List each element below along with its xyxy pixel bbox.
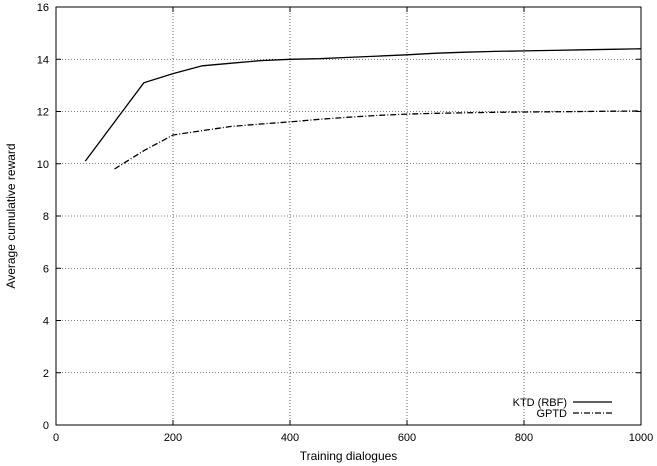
grid xyxy=(56,7,641,425)
legend-label: GPTD xyxy=(536,408,567,420)
ticks: 0 200 400 600 800 1000 0 2 4 6 8 10 12 14 16 xyxy=(37,2,653,444)
x-tick-label: 1000 xyxy=(629,432,653,444)
series-line-0 xyxy=(84,48,642,162)
x-tick-label: 0 xyxy=(53,432,59,444)
y-axis-label: Average cumulative reward xyxy=(4,143,18,288)
legend: KTD (RBF)GPTD xyxy=(513,397,612,420)
y-tick-label: 2 xyxy=(43,368,49,380)
y-tick-label: 6 xyxy=(43,263,49,275)
x-axis-label: Training dialogues xyxy=(300,449,398,463)
y-tick-label: 16 xyxy=(37,2,49,14)
legend-label: KTD (RBF) xyxy=(513,397,567,409)
series-line-1 xyxy=(114,110,642,170)
y-tick-label: 0 xyxy=(43,420,49,432)
series-layer xyxy=(84,48,642,170)
x-tick-label: 600 xyxy=(398,432,416,444)
x-tick-label: 400 xyxy=(281,432,299,444)
y-tick-label: 8 xyxy=(43,211,49,223)
y-tick-label: 4 xyxy=(43,316,49,328)
x-tick-label: 800 xyxy=(515,432,533,444)
y-tick-label: 12 xyxy=(37,107,49,119)
x-tick-label: 200 xyxy=(164,432,182,444)
y-tick-label: 10 xyxy=(37,159,49,171)
y-tick-label: 14 xyxy=(37,54,49,66)
